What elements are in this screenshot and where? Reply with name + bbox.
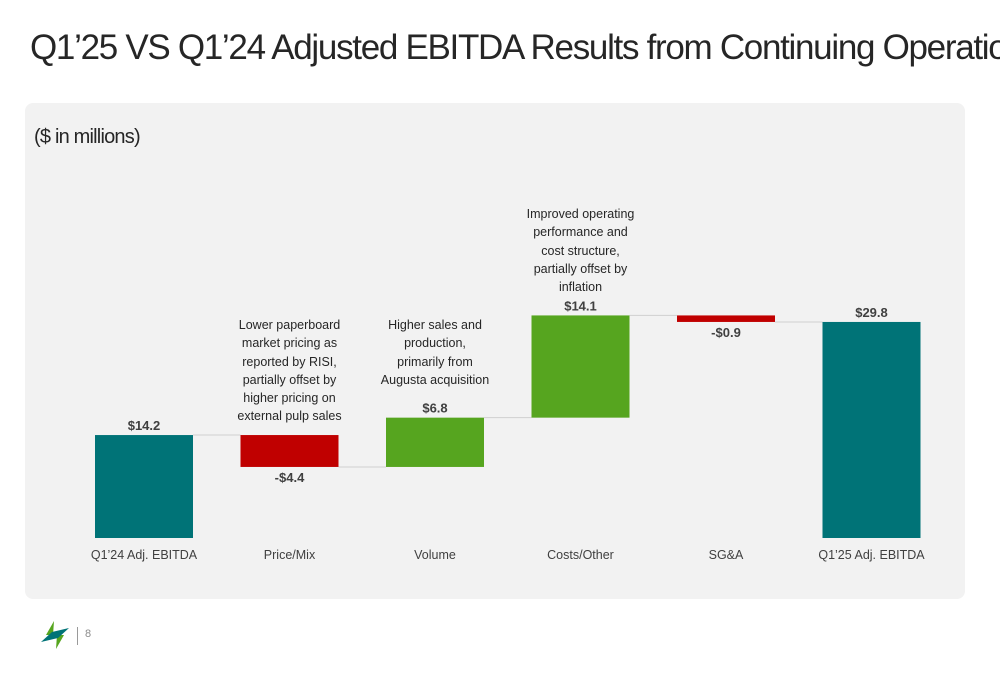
category-label-price-mix: Price/Mix xyxy=(264,548,316,562)
units-label: ($ in millions) xyxy=(34,126,141,148)
value-label-price-mix: -$4.4 xyxy=(275,470,305,485)
annotation-costs-other: Improved operating performance and cost … xyxy=(526,207,635,295)
company-logo-icon xyxy=(40,620,70,655)
value-label-volume: $6.8 xyxy=(422,401,447,416)
bar-q1-24-adj-ebitda xyxy=(95,435,193,538)
annotation-volume: Higher sales and production, primarily f… xyxy=(380,318,490,387)
value-label-costs-other: $14.1 xyxy=(564,298,597,313)
value-label-q1-24-adj-ebitda: $14.2 xyxy=(128,418,161,433)
bar-volume xyxy=(386,417,484,467)
footer-separator xyxy=(77,627,78,645)
bar-q1-25-adj-ebitda xyxy=(822,321,921,538)
category-label-costs-other: Costs/Other xyxy=(547,548,614,562)
category-label-q1-25-adj-ebitda: Q1’25 Adj. EBITDA xyxy=(818,548,925,562)
category-label-sg-a: SG&A xyxy=(709,548,744,562)
category-label-volume: Volume xyxy=(414,548,456,562)
annotation-price-mix: Lower paperboard market pricing as repor… xyxy=(237,318,342,424)
bar-sg-a xyxy=(677,315,775,322)
category-label-q1-24-adj-ebitda: Q1’24 Adj. EBITDA xyxy=(91,548,198,562)
bar-price-mix xyxy=(240,435,339,467)
value-label-sg-a: -$0.9 xyxy=(711,325,741,340)
page-number: 8 xyxy=(85,628,92,640)
page-title: Q1’25 VS Q1’24 Adjusted EBITDA Results f… xyxy=(30,28,1000,67)
bar-costs-other xyxy=(531,315,630,418)
value-label-q1-25-adj-ebitda: $29.8 xyxy=(855,305,888,320)
